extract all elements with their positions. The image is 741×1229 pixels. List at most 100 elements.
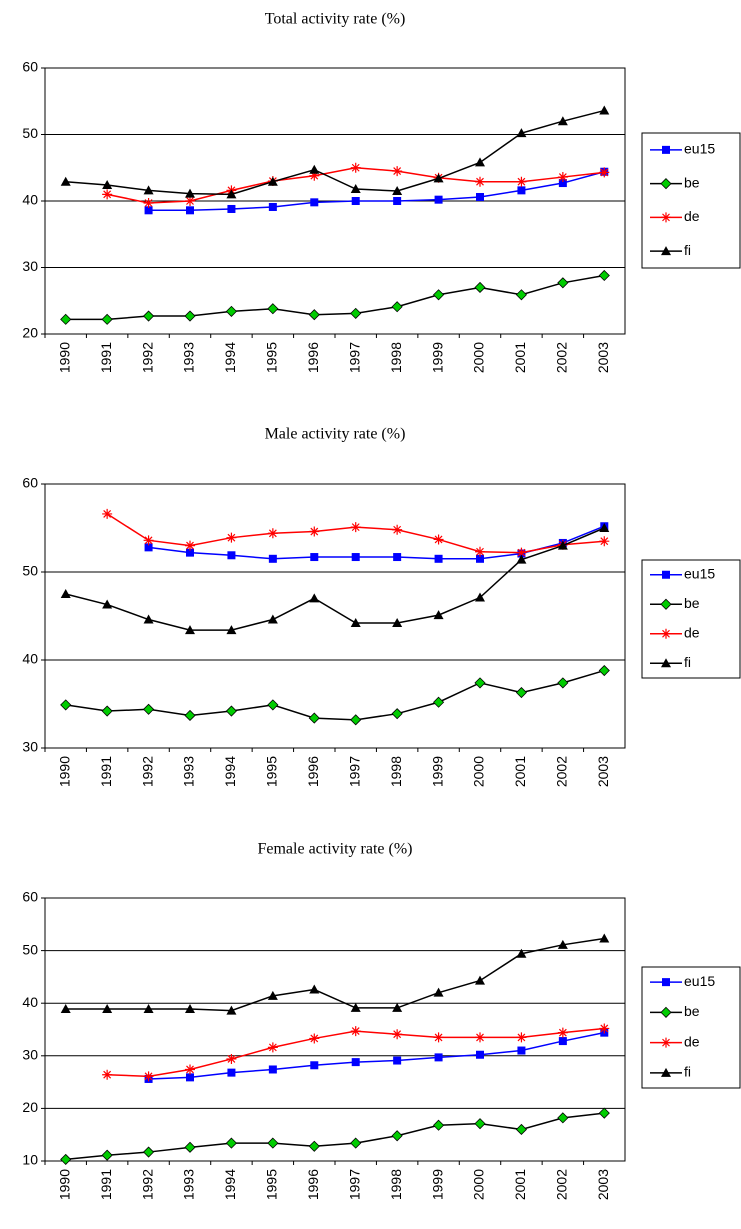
marker (267, 176, 278, 186)
x-tick-label: 1996 (305, 342, 321, 373)
x-tick-label: 2002 (554, 1169, 570, 1200)
marker (309, 984, 320, 994)
x-tick-label: 1992 (139, 342, 155, 373)
x-tick-label: 1997 (346, 1169, 362, 1200)
marker (143, 185, 154, 195)
x-tick-label: 1995 (264, 342, 280, 373)
y-tick-label: 50 (22, 941, 38, 957)
marker (102, 180, 113, 190)
marker (351, 1058, 360, 1067)
marker (226, 1053, 237, 1064)
marker (227, 1068, 236, 1077)
x-tick-label: 2000 (471, 1169, 487, 1200)
marker (474, 1118, 486, 1130)
marker (309, 164, 320, 174)
legend-marker (660, 178, 672, 190)
legend-label: de (684, 624, 700, 640)
legend-marker (660, 1006, 672, 1018)
marker (351, 553, 360, 562)
marker (557, 1027, 568, 1038)
x-tick-label: 2000 (471, 756, 487, 787)
chart-title: Male activity rate (%) (265, 426, 406, 443)
x-tick-label: 1996 (305, 756, 321, 787)
legend-label: eu15 (684, 141, 715, 157)
marker (143, 197, 154, 208)
series-line (65, 527, 605, 631)
marker (392, 618, 403, 628)
marker (184, 310, 196, 322)
marker (143, 1146, 155, 1158)
marker (475, 975, 485, 985)
marker (475, 546, 485, 557)
marker (557, 116, 568, 126)
marker (433, 696, 445, 708)
x-tick-label: 1994 (222, 756, 238, 787)
x-tick-label: 1999 (429, 756, 445, 787)
marker (475, 157, 485, 167)
marker (227, 204, 236, 213)
marker (308, 1140, 320, 1152)
marker (391, 301, 403, 313)
marker (143, 614, 154, 624)
marker (267, 528, 278, 539)
x-tick-label: 1995 (264, 1169, 280, 1200)
marker (101, 705, 113, 717)
chart: Total activity rate (%) 20 30 40 50 60 1990 199… (22, 11, 741, 373)
marker (186, 1073, 194, 1082)
marker (226, 1005, 237, 1015)
x-tick-label: 1993 (181, 756, 197, 787)
x-tick-label: 1995 (264, 756, 280, 787)
legend-label: fi (684, 242, 691, 258)
x-tick-label: 1999 (429, 342, 445, 373)
marker (516, 1032, 527, 1043)
x-tick-label: 1993 (181, 1169, 197, 1200)
marker (393, 197, 402, 205)
y-tick-label: 40 (22, 192, 38, 208)
series-line (106, 513, 605, 554)
legend-label: be (684, 1003, 700, 1019)
marker (143, 310, 155, 322)
series-line (65, 1112, 605, 1161)
marker (268, 554, 277, 563)
y-tick-label: 50 (22, 563, 38, 579)
marker (226, 532, 237, 543)
x-tick-label: 1996 (305, 1169, 321, 1200)
marker (475, 1032, 485, 1043)
marker (225, 705, 237, 717)
marker (309, 170, 320, 181)
marker (392, 166, 403, 177)
legend-marker (661, 1067, 671, 1077)
marker (350, 307, 362, 319)
marker (267, 614, 278, 624)
y-tick-label: 50 (22, 125, 38, 141)
marker (308, 309, 320, 321)
x-tick-label: 2003 (595, 756, 611, 787)
marker (351, 197, 360, 205)
x-tick-label: 2003 (595, 342, 611, 373)
marker (184, 1141, 196, 1153)
marker (101, 313, 113, 325)
plot-border (44, 483, 626, 749)
marker (350, 162, 361, 173)
marker (434, 195, 443, 204)
marker (310, 1061, 319, 1070)
y-tick-label: 20 (22, 1099, 38, 1115)
legend-label: eu15 (684, 565, 715, 581)
marker (434, 554, 443, 563)
x-tick-label: 1991 (98, 342, 114, 373)
y-tick-label: 60 (22, 59, 38, 75)
marker (225, 305, 237, 317)
marker (434, 1053, 443, 1062)
x-tick-label: 1998 (388, 756, 404, 787)
marker (268, 202, 277, 211)
x-tick-label: 1994 (222, 342, 238, 373)
series-line (148, 525, 605, 560)
marker (433, 1119, 445, 1131)
marker (476, 1050, 484, 1059)
marker (392, 524, 403, 535)
marker (185, 540, 195, 551)
marker (515, 686, 527, 699)
series-line (148, 1031, 605, 1080)
marker (350, 1026, 361, 1037)
marker (350, 522, 361, 533)
